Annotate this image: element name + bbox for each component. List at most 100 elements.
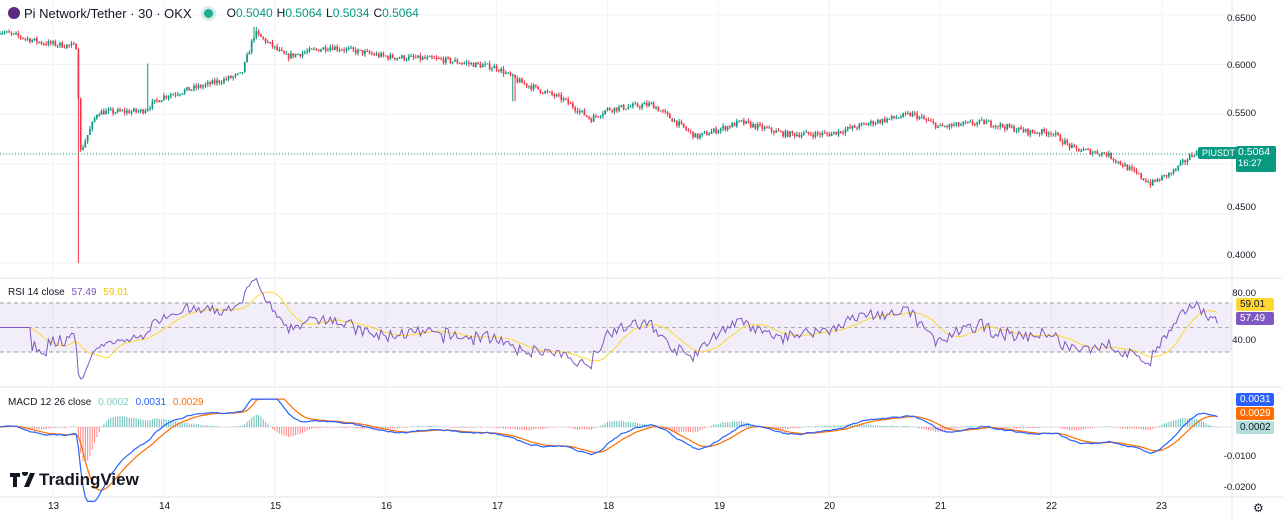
candle-body: [745, 120, 747, 124]
candle-body: [504, 72, 507, 74]
candle-body: [151, 101, 154, 109]
rsi-line: [0, 277, 1218, 380]
candle-body: [225, 78, 228, 80]
candle-body: [657, 107, 660, 112]
candle-body: [359, 49, 362, 51]
candle-body: [308, 48, 311, 52]
candle-body: [1061, 141, 1064, 144]
candle-body: [585, 115, 588, 117]
candle-body: [680, 121, 683, 124]
candle-body: [604, 110, 607, 114]
candle-body: [119, 109, 121, 111]
candle-body: [72, 43, 75, 45]
candle-body: [1154, 179, 1156, 182]
candle-body: [98, 114, 101, 116]
candle-body: [276, 46, 278, 50]
candle-body: [193, 85, 195, 90]
candle-body: [502, 68, 505, 74]
candle-body: [599, 116, 602, 118]
symbol-title[interactable]: Pi Network/Tether · 30 · OKX: [24, 5, 192, 21]
candle-body: [139, 109, 142, 112]
tradingview-logo[interactable]: TradingView: [10, 470, 139, 490]
candle-body: [1161, 175, 1163, 181]
candle-body: [146, 108, 149, 111]
candle-body: [666, 112, 669, 114]
candle-body: [923, 116, 925, 120]
candle-body: [724, 126, 727, 130]
rsi-tick: 80.00: [1232, 288, 1256, 299]
candle-body: [876, 120, 879, 124]
candle-body: [329, 47, 332, 50]
candle-body: [176, 94, 179, 96]
candle-body: [500, 68, 503, 72]
candle-body: [1052, 134, 1055, 136]
candle-body: [983, 119, 985, 124]
candle-body: [1057, 132, 1059, 135]
candle-body: [927, 120, 930, 122]
candle-body: [863, 123, 865, 125]
candle-body: [290, 53, 292, 59]
rsi-label: RSI 14 close: [8, 287, 65, 298]
candle-body: [1165, 174, 1168, 177]
pi-coin-icon: [8, 7, 20, 19]
candle-body: [913, 112, 916, 114]
ohlc-close-label: C: [373, 6, 383, 20]
candle-body: [123, 110, 126, 113]
rsi-legend[interactable]: RSI 14 close 57.49 59.01: [8, 287, 132, 298]
candle-body: [172, 94, 174, 96]
candle-body: [786, 131, 789, 137]
candle-body: [340, 49, 343, 51]
candle-body: [195, 85, 198, 88]
rsi-ma-line: [0, 291, 1218, 362]
candle-body: [278, 49, 281, 51]
macd-value: 0.0031: [135, 397, 167, 408]
candle-body: [946, 126, 948, 128]
macd-signal-value: 0.0029: [172, 397, 204, 408]
candle-body: [1096, 151, 1099, 155]
candle-body: [451, 61, 454, 63]
candle-body: [488, 63, 491, 70]
candle-body: [955, 122, 958, 125]
candle-body: [507, 72, 510, 74]
candle-body: [890, 115, 893, 119]
chart-header: Pi Network/Tether · 30 · OKX O 0.5040 H 0.…: [8, 4, 419, 22]
candle-body: [1073, 144, 1076, 147]
candle-body: [555, 94, 558, 97]
candle-body: [793, 133, 796, 137]
candle-body: [1027, 128, 1029, 135]
candle-body: [821, 132, 824, 136]
candle-body: [812, 134, 814, 137]
candle-body: [558, 94, 560, 96]
candle-body: [70, 43, 73, 46]
candle-body: [498, 69, 500, 72]
candle-body: [772, 131, 775, 133]
candle-body: [833, 131, 835, 134]
candle-body: [976, 122, 979, 125]
candle-body: [708, 133, 711, 136]
candle-body: [303, 52, 306, 54]
candle-body: [8, 31, 10, 33]
candle-body: [962, 122, 965, 125]
candle-body: [75, 43, 77, 50]
candle-body: [803, 132, 805, 135]
candle-body: [669, 113, 671, 119]
candle-body: [116, 109, 119, 113]
candle-body: [865, 123, 868, 126]
time-tick: 18: [603, 501, 615, 512]
macd-legend[interactable]: MACD 12 26 close 0.0002 0.0031 0.0029: [8, 397, 208, 408]
candle-body: [514, 74, 516, 79]
candle-body: [539, 89, 542, 93]
candle-body: [523, 82, 526, 84]
candle-body: [911, 112, 914, 117]
candle-body: [551, 91, 553, 95]
candle-body: [846, 126, 849, 130]
candle-body: [174, 94, 177, 96]
settings-gear-icon[interactable]: ⚙: [1253, 501, 1264, 515]
candle-body: [377, 53, 380, 57]
candle-body: [474, 62, 477, 67]
candle-body: [747, 120, 750, 123]
candle-body: [553, 94, 556, 97]
candle-body: [389, 54, 392, 59]
candle-body: [1038, 132, 1041, 134]
